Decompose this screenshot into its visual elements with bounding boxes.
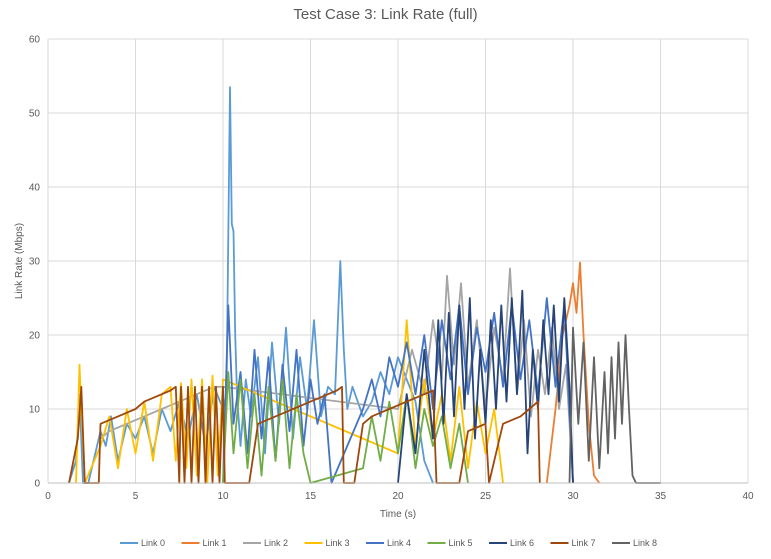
x-tick-label: 5 — [133, 491, 139, 502]
legend-label: Link 6 — [510, 538, 534, 548]
x-tick-label: 30 — [567, 491, 579, 502]
y-tick-label: 0 — [34, 479, 40, 490]
legend-item-link-4: Link 4 — [366, 538, 411, 548]
x-tick-label: 0 — [45, 491, 51, 502]
y-tick-label: 40 — [29, 183, 41, 194]
legend-item-link-7: Link 7 — [550, 538, 596, 548]
series-line-link-3 — [75, 319, 504, 484]
legend-label: Link 7 — [572, 538, 596, 548]
chart-title: Test Case 3: Link Rate (full) — [293, 6, 478, 23]
legend-item-link-3: Link 3 — [304, 538, 350, 548]
legend-label: Link 5 — [449, 538, 473, 548]
x-tick-label: 25 — [480, 491, 492, 502]
x-axis-title: Time (s) — [380, 509, 416, 520]
legend-label: Link 4 — [387, 538, 411, 548]
legend-label: Link 8 — [633, 538, 657, 548]
series-line-link-8 — [568, 326, 661, 484]
gridlines — [47, 38, 749, 484]
x-tick-label: 20 — [392, 491, 404, 502]
y-tick-label: 60 — [29, 35, 41, 46]
legend-item-link-1: Link 1 — [181, 538, 227, 548]
axes: 0 10 20 30 40 50 60 0 5 10 15 20 25 30 35 40 — [29, 35, 754, 503]
legend-label: Link 3 — [326, 538, 350, 548]
y-tick-label: 30 — [29, 257, 41, 268]
series-lines — [68, 86, 661, 484]
x-tick-label: 10 — [217, 491, 229, 502]
y-tick-label: 50 — [29, 109, 41, 120]
x-tick-label: 40 — [742, 491, 754, 502]
legend-item-link-0: Link 0 — [120, 538, 165, 548]
y-tick-label: 10 — [29, 405, 41, 416]
legend-item-link-5: Link 5 — [427, 538, 473, 548]
legend-label: Link 0 — [141, 538, 165, 548]
legend-label: Link 2 — [264, 538, 288, 548]
legend-item-link-2: Link 2 — [243, 538, 288, 548]
legend-label: Link 1 — [203, 538, 227, 548]
y-tick-label: 20 — [29, 331, 41, 342]
x-tick-label: 15 — [305, 491, 317, 502]
x-tick-label: 35 — [655, 491, 667, 502]
legend-item-link-6: Link 6 — [489, 538, 534, 548]
legend: Link 0 Link 1 Link 2 Link 3 Link 4 Link 5 Link… — [120, 538, 657, 548]
legend-item-link-8: Link 8 — [612, 538, 657, 548]
y-axis-title: Link Rate (Mbps) — [14, 223, 25, 299]
series-line-link-6 — [397, 289, 574, 484]
